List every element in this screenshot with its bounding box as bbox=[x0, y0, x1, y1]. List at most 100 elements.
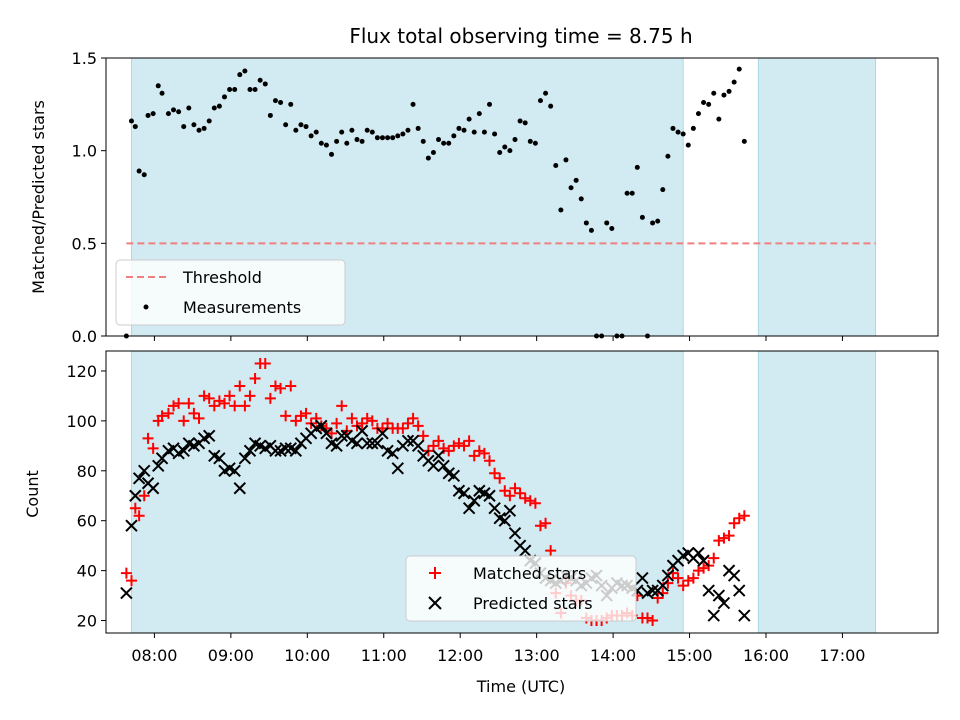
matched-stars-point bbox=[728, 517, 740, 529]
matched-stars-point bbox=[239, 400, 251, 412]
predicted-stars-legend-marker bbox=[428, 596, 442, 610]
predicted-stars-point bbox=[146, 482, 160, 495]
top-y-tick-label: 0.5 bbox=[72, 234, 97, 253]
matched-stars-point bbox=[224, 390, 236, 402]
predicted-stars-point bbox=[401, 434, 415, 448]
measurements-point bbox=[150, 111, 156, 117]
matched-stars-point bbox=[147, 442, 159, 454]
predicted-stars-point bbox=[498, 514, 512, 527]
measurements-point bbox=[527, 138, 533, 144]
matched-stars-point bbox=[366, 415, 378, 427]
measurements-point bbox=[446, 140, 452, 146]
matched-stars-point bbox=[331, 417, 343, 429]
measurements-point bbox=[344, 140, 350, 146]
measurements-point bbox=[726, 88, 732, 94]
measurements-point bbox=[181, 124, 187, 130]
measurements-point bbox=[558, 207, 564, 213]
bottom-y-tick-label: 40 bbox=[77, 562, 97, 581]
predicted-stars-point bbox=[243, 444, 257, 458]
matched-stars-point bbox=[687, 572, 699, 584]
measurements-point bbox=[655, 218, 661, 224]
measurements-point bbox=[237, 72, 243, 78]
measurements-point bbox=[578, 196, 584, 202]
measurements-point bbox=[497, 150, 503, 156]
measurements-point bbox=[685, 142, 691, 148]
measurements-point bbox=[390, 135, 396, 141]
measurements-point bbox=[303, 124, 309, 130]
measurements-legend-label: Measurements bbox=[183, 298, 301, 317]
measurements-point bbox=[711, 90, 717, 96]
matched-stars-point bbox=[478, 447, 490, 459]
matched-stars-point bbox=[519, 492, 531, 504]
measurements-point bbox=[721, 92, 727, 98]
measurements-point bbox=[221, 94, 227, 100]
measurements-legend-marker bbox=[143, 304, 149, 310]
predicted-stars-point bbox=[727, 569, 741, 582]
predicted-stars-point bbox=[457, 487, 471, 500]
measurements-point bbox=[568, 185, 574, 191]
measurements-point bbox=[369, 129, 375, 135]
bottom-x-tick-label: 14:00 bbox=[590, 646, 636, 665]
predicted-stars-point bbox=[717, 596, 731, 610]
measurements-point bbox=[415, 125, 421, 131]
matched-stars-point bbox=[129, 502, 141, 514]
bottom-y-tick-label: 60 bbox=[77, 512, 97, 531]
matched-stars-point bbox=[156, 410, 168, 422]
measurements-point bbox=[283, 122, 289, 128]
measurements-point bbox=[385, 135, 391, 141]
predicted-stars-point bbox=[656, 579, 669, 592]
measurements-point bbox=[278, 99, 284, 105]
measurements-point bbox=[695, 111, 701, 117]
predicted-stars-point bbox=[661, 569, 675, 582]
matched-stars-point bbox=[138, 490, 150, 502]
predicted-stars-point bbox=[202, 429, 216, 443]
predicted-stars-point bbox=[120, 586, 133, 600]
matched-stars-point bbox=[203, 392, 215, 404]
top-legend: Threshold Measurements bbox=[115, 259, 346, 326]
matched-stars-point bbox=[218, 397, 230, 409]
measurements-point bbox=[349, 127, 355, 133]
bottom-axes-frame bbox=[105, 350, 939, 634]
matched-stars-point bbox=[677, 580, 689, 592]
measurements-point bbox=[267, 112, 273, 118]
predicted-stars-point bbox=[315, 419, 328, 433]
predicted-stars-point bbox=[733, 584, 746, 597]
matched-stars-point bbox=[723, 530, 735, 542]
measurements-point bbox=[323, 142, 329, 148]
measurements-point bbox=[741, 138, 747, 144]
top-y-axis-label: Matched/Predicted stars bbox=[29, 100, 48, 294]
matched-stars-point bbox=[249, 372, 261, 384]
predicted-stars-point bbox=[138, 464, 151, 477]
matched-stars-point bbox=[397, 422, 409, 434]
matched-stars-point bbox=[540, 517, 552, 529]
predicted-stars-point bbox=[483, 489, 496, 502]
predicted-stars-point bbox=[355, 424, 369, 438]
predicted-stars-point bbox=[366, 437, 379, 450]
bottom-shaded-interval bbox=[757, 350, 877, 634]
predicted-stars-point bbox=[518, 544, 532, 557]
matched-stars-legend-marker bbox=[429, 567, 441, 579]
predicted-stars-point bbox=[386, 447, 399, 460]
matched-stars-point bbox=[733, 512, 745, 524]
measurements-point bbox=[563, 157, 569, 163]
predicted-stars-point bbox=[462, 502, 476, 515]
bottom-x-tick-label: 11:00 bbox=[361, 646, 407, 665]
measurements-point bbox=[410, 101, 416, 107]
measurements-point bbox=[196, 127, 202, 133]
measurements-point bbox=[128, 118, 134, 124]
measurements-point bbox=[680, 131, 686, 137]
measurements-point bbox=[155, 83, 161, 89]
top-y-tick-label: 1.0 bbox=[72, 142, 97, 161]
measurements-point bbox=[650, 220, 656, 226]
predicted-stars-point bbox=[437, 459, 450, 473]
measurements-point bbox=[247, 87, 253, 93]
predicted-stars-point bbox=[269, 444, 282, 458]
matched-stars-point bbox=[264, 392, 276, 404]
predicted-stars-point bbox=[503, 504, 517, 517]
matched-stars-point bbox=[718, 532, 730, 544]
predicted-stars-point bbox=[335, 429, 348, 443]
measurements-point bbox=[379, 135, 385, 141]
measurements-point bbox=[583, 220, 589, 226]
predicted-stars-point bbox=[177, 444, 190, 458]
matched-stars-point bbox=[468, 450, 480, 462]
